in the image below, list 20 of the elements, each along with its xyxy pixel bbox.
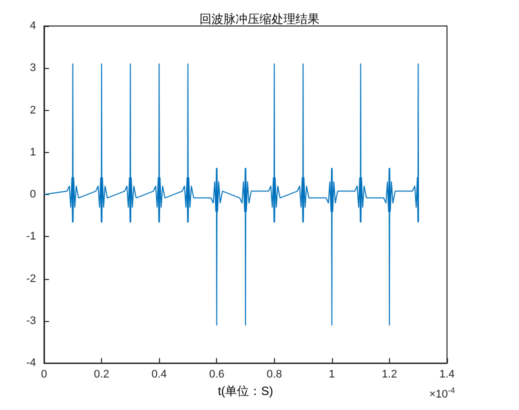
y-tick-label: 4	[30, 20, 36, 32]
line-series	[44, 63, 419, 326]
x-tick-label: 0.8	[266, 368, 282, 381]
chart-title: 回波脉冲压缩处理结果	[200, 12, 320, 26]
y-tick-label: 1	[30, 146, 36, 158]
x-tick-label: 0.2	[94, 368, 110, 381]
y-tick-label: 3	[30, 62, 36, 74]
x-tick-label: 1.2	[382, 368, 398, 381]
x-axis-title: t(单位：S)	[218, 384, 274, 398]
x-tick-label: 1	[328, 368, 335, 381]
y-tick-label: 2	[30, 104, 36, 116]
y-tick-label: -4	[26, 357, 36, 370]
x-tick-label: 0.6	[209, 368, 224, 381]
x-tick-label: 0.4	[151, 368, 167, 381]
y-tick-label: 0	[30, 188, 36, 201]
y-tick-label: -3	[26, 314, 36, 327]
y-tick-label: -2	[26, 272, 36, 285]
x-tick-label: 1.4	[439, 368, 455, 381]
y-tick-label: -1	[26, 230, 36, 243]
x-tick-label: 0	[40, 368, 48, 381]
